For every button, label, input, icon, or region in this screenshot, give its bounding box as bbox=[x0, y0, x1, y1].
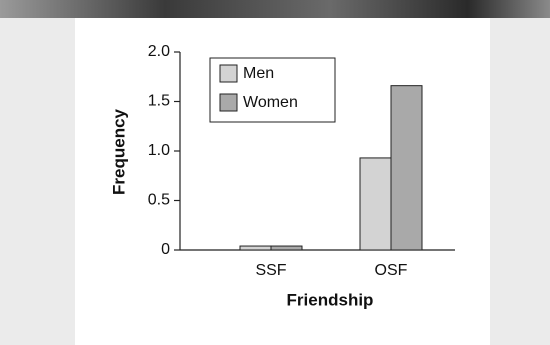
y-tick-label: 2.0 bbox=[148, 43, 170, 60]
x-tick-label: OSF bbox=[375, 262, 408, 279]
bar bbox=[270, 245, 303, 251]
bar bbox=[239, 245, 272, 251]
x-axis-title: Friendship bbox=[287, 290, 374, 309]
x-tick-label: SSF bbox=[255, 262, 286, 279]
legend-label: Men bbox=[243, 65, 274, 82]
legend-swatch bbox=[219, 93, 238, 112]
header-strip bbox=[0, 0, 550, 18]
legend-label: Women bbox=[243, 94, 298, 111]
legend-swatch bbox=[219, 64, 238, 83]
bar bbox=[390, 85, 423, 251]
y-tick-label: 1.0 bbox=[148, 142, 170, 159]
y-tick-label: 0 bbox=[161, 241, 170, 258]
y-tick-label: 1.5 bbox=[148, 93, 170, 110]
y-axis-title: Frequency bbox=[109, 108, 128, 195]
y-tick-label: 0.5 bbox=[148, 192, 170, 209]
bar bbox=[359, 157, 392, 251]
